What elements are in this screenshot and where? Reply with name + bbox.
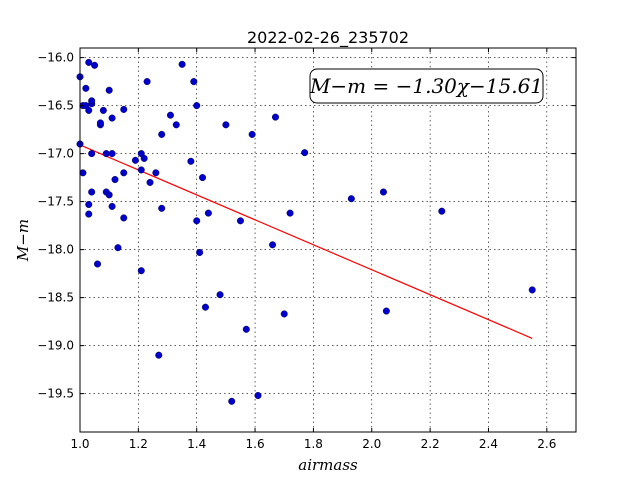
- data-point: [172, 121, 180, 129]
- data-point: [286, 209, 294, 217]
- data-point: [79, 169, 87, 177]
- x-tick-label: 2.4: [479, 437, 498, 451]
- y-tick-label: −16.0: [37, 51, 74, 65]
- y-axis-label: M−m: [14, 219, 32, 262]
- data-point: [105, 86, 113, 94]
- data-point: [236, 217, 244, 225]
- data-point: [166, 111, 174, 119]
- y-tick-labels: −16.0 −16.5 −17.0 −17.5 −18.0 −18.5 −19.0 −19.5: [37, 51, 74, 401]
- data-point: [82, 84, 90, 92]
- x-tick-label: 1.6: [246, 437, 265, 451]
- data-point: [199, 174, 207, 182]
- data-point: [96, 119, 104, 127]
- data-point: [193, 217, 201, 225]
- x-tick-label: 2.6: [537, 437, 556, 451]
- data-point: [301, 149, 309, 157]
- y-tick-label: −18.0: [37, 243, 74, 257]
- data-point: [120, 169, 128, 177]
- y-tick-label: −16.5: [37, 99, 74, 113]
- data-point: [108, 202, 116, 210]
- data-point: [347, 195, 355, 203]
- data-point: [196, 248, 204, 256]
- data-point: [105, 191, 113, 199]
- data-point: [254, 392, 262, 400]
- data-point: [91, 61, 99, 69]
- fit-equation-annotation: M−m = −1.30χ−15.61: [309, 68, 544, 104]
- annotation-frame: [309, 68, 544, 104]
- data-point: [94, 260, 102, 268]
- x-tick-label: 1.2: [129, 437, 148, 451]
- data-point: [88, 188, 96, 196]
- data-point: [85, 200, 93, 208]
- data-point: [120, 214, 128, 222]
- data-point: [280, 310, 288, 318]
- data-point: [190, 78, 198, 86]
- data-point: [108, 150, 116, 158]
- y-tick-label: −17.5: [37, 195, 74, 209]
- data-point: [201, 303, 209, 311]
- data-point: [120, 105, 128, 113]
- data-point: [178, 60, 186, 68]
- data-point: [228, 397, 236, 405]
- data-point: [271, 113, 279, 121]
- grid: [80, 48, 576, 432]
- data-point: [204, 209, 212, 217]
- data-point: [137, 267, 145, 275]
- data-point: [143, 78, 151, 86]
- data-point: [85, 58, 93, 66]
- data-point: [379, 188, 387, 196]
- y-tick-label: −17.0: [37, 147, 74, 161]
- data-point: [269, 241, 277, 249]
- data-point: [88, 97, 96, 105]
- x-tick-label: 2.0: [362, 437, 381, 451]
- plot-area-frame: [79, 47, 577, 433]
- x-tick-label: 1.8: [304, 437, 323, 451]
- fit-line-layer: [79, 144, 533, 339]
- y-tick-label: −19.5: [37, 387, 74, 401]
- data-point: [114, 244, 122, 252]
- data-point: [111, 176, 119, 184]
- fit-line: [79, 144, 533, 339]
- x-tick-labels: 1.0 1.2 1.4 1.6 1.8 2.0 2.2 2.4 2.6: [70, 437, 556, 451]
- x-tick-label: 1.4: [187, 437, 206, 451]
- data-point: [216, 291, 224, 299]
- axis-ticks: [79, 48, 576, 432]
- y-tick-label: −19.0: [37, 339, 74, 353]
- data-point: [382, 307, 390, 315]
- data-point: [85, 210, 93, 218]
- data-point: [193, 102, 201, 110]
- x-tick-label: 1.0: [70, 437, 89, 451]
- data-point: [146, 178, 154, 186]
- data-point: [155, 351, 163, 359]
- annotation-text: M−m = −1.30χ−15.61: [309, 74, 543, 98]
- x-tick-label: 2.2: [421, 437, 440, 451]
- data-point: [152, 169, 160, 177]
- data-point: [131, 156, 139, 164]
- data-point: [102, 150, 110, 158]
- data-point: [88, 150, 96, 158]
- x-axis-label: airmass: [298, 456, 358, 474]
- data-point: [248, 130, 256, 138]
- data-point: [242, 325, 250, 333]
- data-point: [137, 166, 145, 174]
- data-point: [85, 106, 93, 114]
- data-point: [99, 106, 107, 114]
- data-point: [158, 204, 166, 212]
- data-point: [438, 207, 446, 215]
- data-point: [158, 130, 166, 138]
- data-point: [140, 154, 148, 162]
- data-point: [222, 121, 230, 129]
- data-point: [528, 286, 536, 294]
- y-tick-label: −18.5: [37, 291, 74, 305]
- chart-title: 2022-02-26_235702: [247, 28, 409, 48]
- data-point: [187, 157, 195, 165]
- data-point: [108, 114, 116, 122]
